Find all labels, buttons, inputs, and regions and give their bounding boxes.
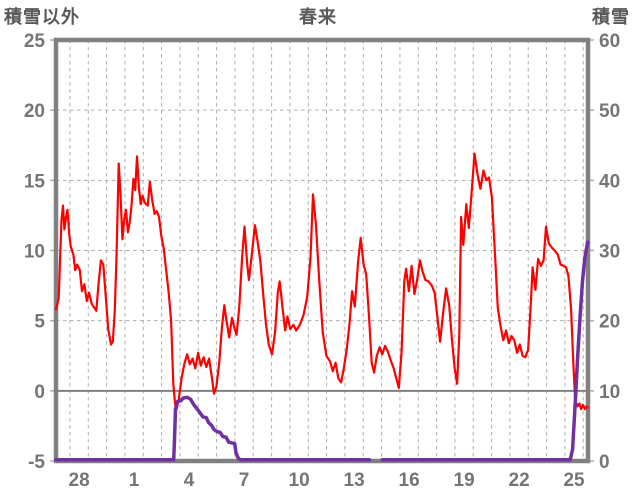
y-right-tick-label: 50 xyxy=(599,101,620,122)
x-tick-label: 7 xyxy=(239,470,250,491)
left-axis-title: 積雪以外 xyxy=(4,7,80,27)
y-left-tick-label: 5 xyxy=(34,312,45,333)
y-right-tick-label: 30 xyxy=(599,242,620,263)
x-tick-label: 1 xyxy=(129,470,140,491)
y-left-tick-label: 10 xyxy=(24,242,45,263)
x-tick-label: 22 xyxy=(509,470,530,491)
x-tick-label: 28 xyxy=(69,470,90,491)
x-tick-label: 13 xyxy=(344,470,365,491)
purple-series-line xyxy=(380,240,590,462)
y-right-tick-label: 0 xyxy=(599,452,610,473)
y-left-tick-label: 25 xyxy=(24,31,46,52)
chart-title: 春来 xyxy=(299,7,337,27)
y-left-tick-label: 15 xyxy=(24,171,46,192)
y-right-tick-label: 40 xyxy=(599,171,620,192)
y-left-tick-label: 0 xyxy=(34,382,45,403)
y-right-tick-label: 60 xyxy=(599,31,620,52)
right-axis-title: 積雪 xyxy=(592,7,630,27)
y-right-tick-label: 10 xyxy=(599,382,620,403)
x-tick-label: 25 xyxy=(563,470,585,491)
x-tick-label: 4 xyxy=(184,470,195,491)
x-tick-label: 19 xyxy=(454,470,475,491)
x-tick-label: 16 xyxy=(399,470,420,491)
y-left-tick-label: 20 xyxy=(24,101,45,122)
red-series-line xyxy=(54,152,589,411)
purple-series-line xyxy=(54,395,372,462)
y-right-tick-label: 20 xyxy=(599,312,620,333)
y-left-tick-label: -5 xyxy=(28,452,45,473)
x-tick-label: 10 xyxy=(289,470,310,491)
